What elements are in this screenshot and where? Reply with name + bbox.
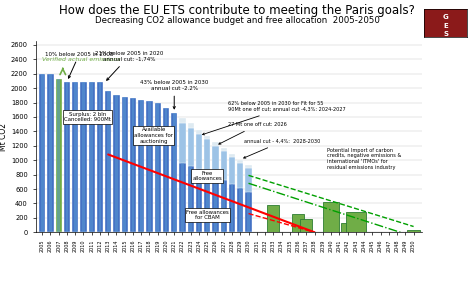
Bar — [148, 101, 151, 232]
Bar — [138, 100, 144, 232]
Bar — [89, 82, 95, 232]
Bar — [267, 205, 280, 232]
Bar — [247, 192, 250, 232]
Text: How does the EU ETS contribute to meeting the Paris goals?: How does the EU ETS contribute to meetin… — [59, 4, 415, 17]
Bar — [237, 188, 243, 232]
Bar — [156, 103, 159, 232]
Bar — [221, 151, 227, 180]
Bar — [188, 123, 194, 128]
Bar — [229, 157, 235, 184]
Text: Free allowances
for CBAM: Free allowances for CBAM — [186, 209, 228, 220]
Bar — [221, 180, 227, 232]
Bar — [140, 100, 143, 232]
Bar — [231, 184, 233, 232]
Bar — [65, 82, 68, 232]
Text: 21% below 2005 in 2020
annual cut: -1,74%: 21% below 2005 in 2020 annual cut: -1,74… — [95, 51, 163, 80]
Bar — [99, 82, 101, 232]
Text: 62% below 2005 in 2030 for Fit for 55
90Mt one off cut; annual cut -4,3%: 2024-2: 62% below 2005 in 2030 for Fit for 55 90… — [202, 101, 346, 135]
Bar — [57, 79, 60, 232]
Bar — [188, 128, 194, 166]
Bar — [206, 172, 209, 232]
Bar — [132, 98, 134, 232]
Bar — [39, 74, 45, 232]
Bar — [222, 180, 225, 232]
Bar — [237, 163, 243, 188]
Bar — [188, 166, 194, 232]
Text: E: E — [443, 23, 448, 29]
Bar — [229, 154, 235, 157]
Bar — [246, 192, 252, 232]
Bar — [130, 98, 136, 232]
Text: Available
allowances for
auctioning: Available allowances for auctioning — [134, 127, 173, 144]
Bar — [146, 101, 153, 232]
Y-axis label: Mt CO2: Mt CO2 — [0, 123, 8, 151]
Bar — [212, 142, 219, 146]
Bar — [196, 134, 202, 169]
Bar — [55, 79, 62, 232]
Bar — [204, 139, 210, 172]
Bar — [179, 164, 186, 232]
Text: Potential Import of carbon
credits, negative emissions &
international 'ITMOs' f: Potential Import of carbon credits, nega… — [327, 148, 401, 170]
Bar — [115, 95, 118, 232]
Text: 10% below 2005 in 2008: 10% below 2005 in 2008 — [45, 52, 113, 78]
Text: Decreasing CO2 allowance budget and free allocation  2005-2050: Decreasing CO2 allowance budget and free… — [94, 16, 380, 25]
Bar — [204, 172, 210, 232]
Bar — [122, 97, 128, 232]
Bar — [155, 103, 161, 232]
Bar — [179, 119, 186, 123]
Bar — [82, 82, 85, 232]
Bar — [113, 95, 119, 232]
Bar — [198, 169, 201, 232]
Bar — [97, 82, 103, 232]
Bar — [292, 213, 304, 232]
Bar — [246, 168, 252, 192]
Bar — [164, 108, 167, 232]
Bar — [107, 91, 109, 232]
Text: Surplus: 2 bln
Cancelled: 900Mt: Surplus: 2 bln Cancelled: 900Mt — [64, 111, 111, 122]
Bar — [90, 82, 93, 232]
Bar — [179, 123, 186, 164]
Bar — [346, 212, 366, 232]
Bar — [221, 148, 227, 151]
Bar — [408, 230, 420, 232]
Bar — [163, 108, 169, 232]
Bar — [214, 176, 217, 232]
Text: 43% below 2005 in 2030
annual cut -2.2%: 43% below 2005 in 2030 annual cut -2.2% — [140, 80, 209, 109]
Bar — [72, 82, 78, 232]
Bar — [196, 130, 202, 134]
Text: S: S — [443, 31, 448, 37]
Bar — [237, 160, 243, 163]
Bar — [300, 219, 312, 232]
Bar — [189, 166, 192, 232]
Bar — [64, 82, 70, 232]
Bar — [105, 91, 111, 232]
Bar — [74, 82, 77, 232]
Bar — [212, 146, 219, 176]
Text: annual cut - 4,4%:  2028-2030: annual cut - 4,4%: 2028-2030 — [244, 139, 321, 158]
Bar — [196, 169, 202, 232]
Bar — [171, 113, 177, 232]
Text: 27 Mt one off cut: 2026: 27 Mt one off cut: 2026 — [219, 122, 287, 144]
Bar — [229, 184, 235, 232]
Bar — [323, 202, 339, 232]
Bar — [181, 164, 184, 232]
Bar — [173, 113, 176, 232]
Bar — [123, 97, 126, 232]
Text: Free
allowances: Free allowances — [192, 171, 222, 181]
Bar — [204, 136, 210, 139]
Bar — [341, 223, 354, 232]
Bar — [212, 176, 219, 232]
Bar — [49, 74, 52, 232]
Bar — [80, 82, 87, 232]
Text: G: G — [443, 14, 448, 20]
Bar — [239, 188, 242, 232]
Bar — [246, 165, 252, 168]
Text: Verified actual emissions: Verified actual emissions — [42, 57, 121, 62]
Bar — [47, 74, 54, 232]
Bar — [41, 74, 44, 232]
